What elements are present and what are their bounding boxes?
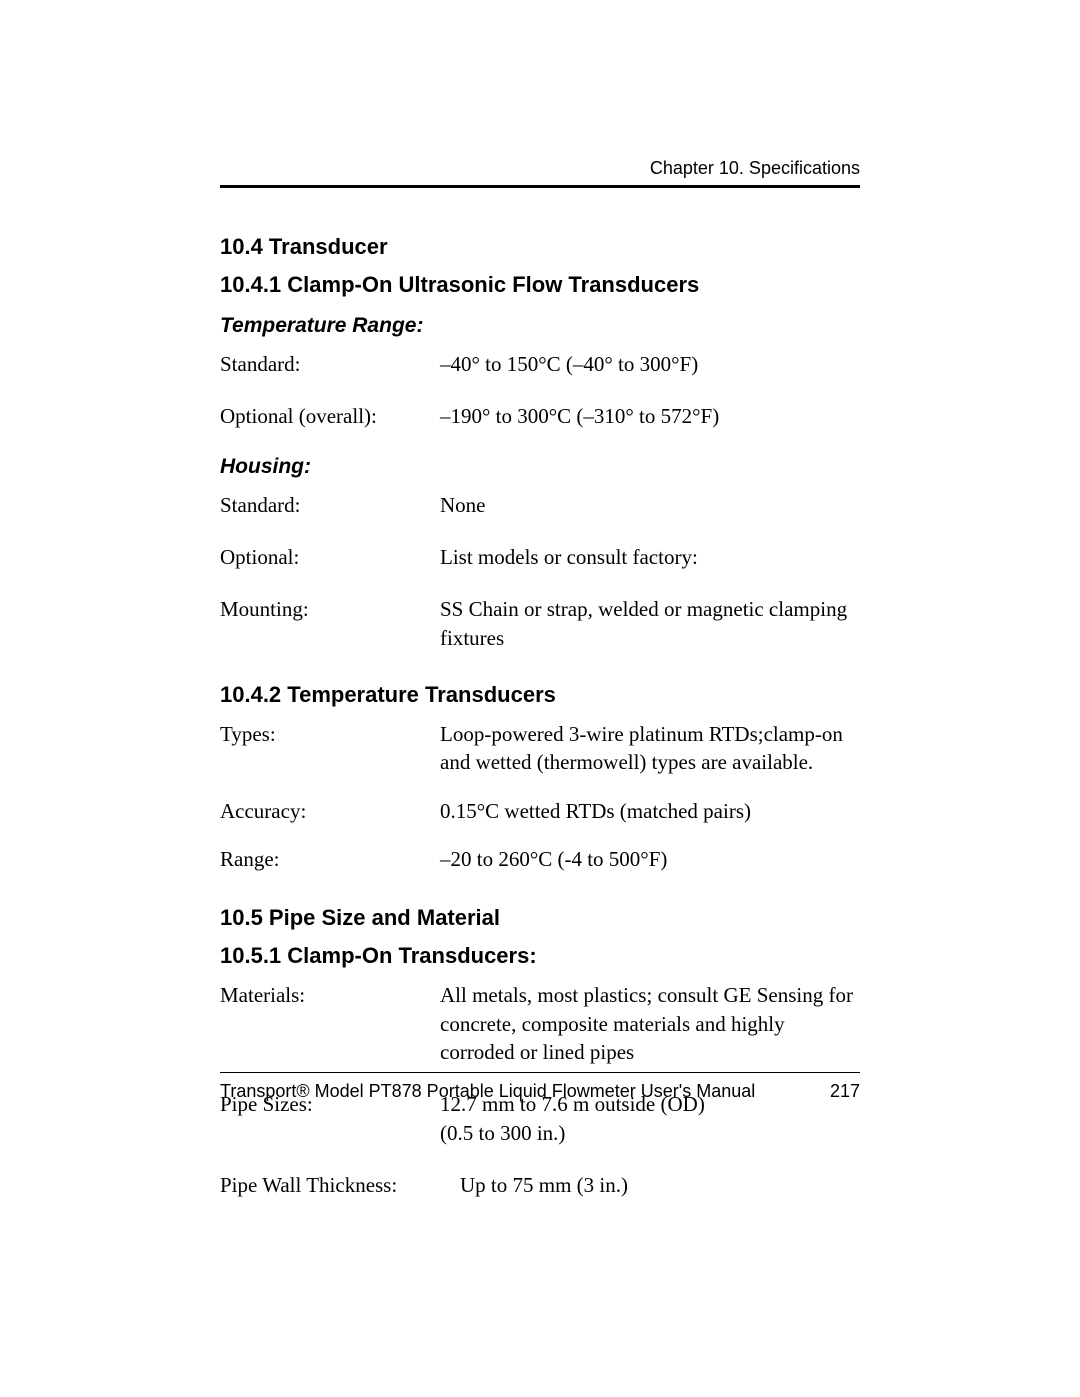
section-10-4-1-heading: 10.4.1 Clamp-On Ultrasonic Flow Transduc… bbox=[220, 272, 860, 298]
spec-row: Optional: List models or consult factory… bbox=[220, 543, 860, 571]
page-footer: Transport® Model PT878 Portable Liquid F… bbox=[220, 1072, 860, 1102]
footer-page-number: 217 bbox=[830, 1081, 860, 1102]
spec-label: Materials: bbox=[220, 981, 440, 1066]
spec-value: –40° to 150°C (–40° to 300°F) bbox=[440, 350, 860, 378]
section-10-5-1-heading: 10.5.1 Clamp-On Transducers: bbox=[220, 943, 860, 969]
spec-label: Mounting: bbox=[220, 595, 440, 652]
spec-row: Range: –20 to 260°C (-4 to 500°F) bbox=[220, 845, 860, 873]
spec-row: Accuracy: 0.15°C wetted RTDs (matched pa… bbox=[220, 797, 860, 825]
spec-row: Optional (overall): –190° to 300°C (–310… bbox=[220, 402, 860, 430]
spec-row: Pipe Wall Thickness: Up to 75 mm (3 in.) bbox=[220, 1171, 860, 1199]
spec-value: –20 to 260°C (-4 to 500°F) bbox=[440, 845, 860, 873]
spec-row: Standard: None bbox=[220, 491, 860, 519]
document-page: Chapter 10. Specifications 10.4 Transduc… bbox=[0, 0, 1080, 1397]
section-10-4-heading: 10.4 Transducer bbox=[220, 234, 860, 260]
chapter-header: Chapter 10. Specifications bbox=[220, 158, 860, 188]
footer-manual-title: Transport® Model PT878 Portable Liquid F… bbox=[220, 1081, 755, 1102]
section-10-5-heading: 10.5 Pipe Size and Material bbox=[220, 905, 860, 931]
spec-value: Loop-powered 3-wire platinum RTDs;clamp-… bbox=[440, 720, 860, 777]
spec-label: Pipe Wall Thickness: bbox=[220, 1171, 460, 1199]
spec-label: Range: bbox=[220, 845, 440, 873]
spec-row: Types: Loop-powered 3-wire platinum RTDs… bbox=[220, 720, 860, 777]
spec-label: Standard: bbox=[220, 491, 440, 519]
spec-value: All metals, most plastics; consult GE Se… bbox=[440, 981, 860, 1066]
spec-label: Standard: bbox=[220, 350, 440, 378]
spec-value: –190° to 300°C (–310° to 572°F) bbox=[440, 402, 860, 430]
section-10-4-2-heading: 10.4.2 Temperature Transducers bbox=[220, 682, 860, 708]
spec-row: Standard: –40° to 150°C (–40° to 300°F) bbox=[220, 350, 860, 378]
spec-value: SS Chain or strap, welded or magnetic cl… bbox=[440, 595, 860, 652]
spec-value-line: (0.5 to 300 in.) bbox=[440, 1121, 565, 1145]
spec-label: Accuracy: bbox=[220, 797, 440, 825]
housing-subhead: Housing: bbox=[220, 455, 860, 479]
spec-value: None bbox=[440, 491, 860, 519]
spec-row: Mounting: SS Chain or strap, welded or m… bbox=[220, 595, 860, 652]
spec-row: Materials: All metals, most plastics; co… bbox=[220, 981, 860, 1066]
spec-value: Up to 75 mm (3 in.) bbox=[460, 1171, 860, 1199]
spec-label: Optional: bbox=[220, 543, 440, 571]
spec-value: List models or consult factory: bbox=[440, 543, 860, 571]
spec-label: Optional (overall): bbox=[220, 402, 440, 430]
temperature-range-subhead: Temperature Range: bbox=[220, 314, 860, 338]
spec-value: 0.15°C wetted RTDs (matched pairs) bbox=[440, 797, 860, 825]
spec-label: Types: bbox=[220, 720, 440, 777]
